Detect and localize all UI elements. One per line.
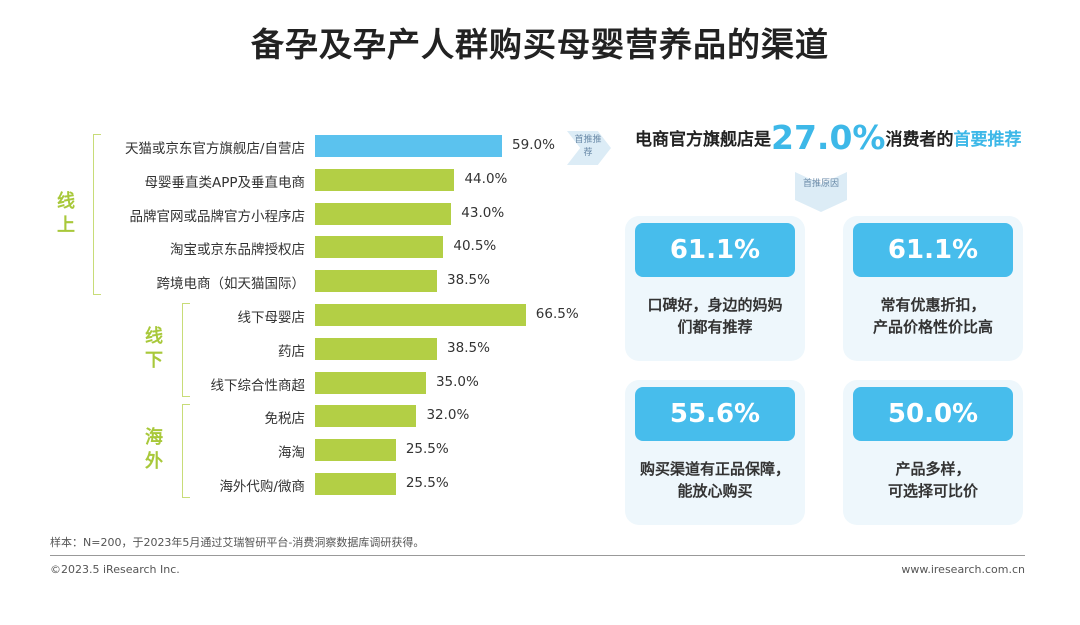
group-bracket [182, 404, 190, 498]
arrow-label-text: 首推推荐 [574, 135, 602, 158]
category-label: 母婴垂直类APP及垂直电商 [144, 174, 305, 191]
arrow-label: 首推推荐 [572, 134, 604, 160]
reason-value: 61.1% [853, 223, 1013, 277]
bar [315, 371, 426, 394]
category-label: 药店 [278, 343, 305, 360]
category-label: 海外代购/微商 [219, 479, 305, 495]
bar [315, 236, 444, 259]
group-label: 线下 [145, 325, 163, 371]
bar [315, 304, 526, 326]
reason-card-2: 61.1% 常有优惠折扣， 产品价格性价比高 [843, 216, 1023, 361]
bar [315, 337, 438, 360]
reason-value: 55.6% [635, 387, 795, 441]
category-label: 品牌官网或品牌官方小程序店 [129, 208, 306, 225]
category-label: 线下综合性商超 [210, 377, 306, 394]
reason-line: 购买渠道有正品保障， [639, 460, 790, 478]
bar [315, 270, 438, 293]
reason-line: 产品多样， [895, 460, 971, 478]
reason-label-text: 首推原因 [803, 179, 840, 189]
group-bracket [93, 134, 101, 296]
value-label: 38.5% [447, 272, 490, 289]
value-label: 32.0% [426, 407, 470, 424]
value-label: 66.5% [535, 306, 579, 322]
sample-note: 样本：N=200，于2023年5月通过艾瑞智研平台-消费洞察数据库调研获得。 [50, 536, 425, 549]
reason-desc: 常有优惠折扣， 产品价格性价比高 [843, 294, 1023, 338]
reason-label: 首推原因 [803, 178, 839, 191]
bar [315, 473, 396, 495]
reason-card-1: 61.1% 口碑好，身边的妈妈 们都有推荐 [625, 216, 805, 361]
footer-divider [50, 555, 1025, 556]
value-label: 38.5% [447, 339, 490, 356]
category-label: 免税店 [264, 411, 306, 428]
headline-middle: 消费者的 [885, 130, 954, 150]
reason-desc: 产品多样， 可选择可比价 [843, 458, 1023, 502]
value-label: 35.0% [435, 373, 479, 390]
reason-line: 常有优惠折扣， [880, 296, 986, 314]
reason-desc: 购买渠道有正品保障， 能放心购买 [625, 458, 805, 502]
category-label: 淘宝或京东品牌授权店 [170, 242, 305, 259]
headline: 电商官方旗舰店是27.0%消费者的首要推荐 [635, 118, 1065, 157]
bar [315, 168, 455, 191]
reason-line: 可选择可比价 [887, 482, 978, 500]
reason-line: 能放心购买 [677, 482, 753, 500]
bar [315, 439, 396, 462]
value-label: 40.5% [453, 238, 497, 255]
website: www.iresearch.com.cn [901, 563, 1025, 576]
headline-prefix: 电商官方旗舰店是 [635, 130, 771, 150]
value-label: 44.0% [464, 170, 508, 187]
category-label: 跨境电商（如天猫国际） [156, 276, 306, 293]
value-label: 59.0% [512, 137, 555, 153]
copyright: ©2023.5 iResearch Inc. [50, 563, 180, 576]
reason-card-3: 55.6% 购买渠道有正品保障， 能放心购买 [625, 380, 805, 525]
reason-card-4: 50.0% 产品多样， 可选择可比价 [843, 380, 1023, 525]
category-label: 海淘 [278, 445, 305, 462]
value-label: 43.0% [461, 204, 505, 221]
bar [315, 202, 452, 225]
category-label: 线下母婴店 [237, 310, 306, 326]
category-label: 天猫或京东官方旗舰店/自营店 [124, 141, 305, 157]
reason-value: 61.1% [635, 223, 795, 277]
reason-value: 50.0% [853, 387, 1013, 441]
group-label: 海外 [145, 427, 163, 473]
bar [315, 135, 503, 157]
headline-accent: 首要推荐 [953, 130, 1022, 150]
value-label: 25.5% [405, 441, 449, 458]
group-bracket [182, 303, 190, 397]
value-label: 25.5% [405, 475, 449, 491]
reason-line: 产品价格性价比高 [872, 318, 993, 336]
reason-desc: 口碑好，身边的妈妈 们都有推荐 [625, 294, 805, 338]
page-title: 备孕及孕产人群购买母婴营养品的渠道 [251, 25, 829, 64]
reason-line: 们都有推荐 [677, 318, 753, 336]
bar [315, 405, 417, 428]
reason-line: 口碑好，身边的妈妈 [647, 296, 783, 314]
headline-value: 27.0% [771, 118, 886, 157]
group-label: 线上 [57, 190, 75, 236]
